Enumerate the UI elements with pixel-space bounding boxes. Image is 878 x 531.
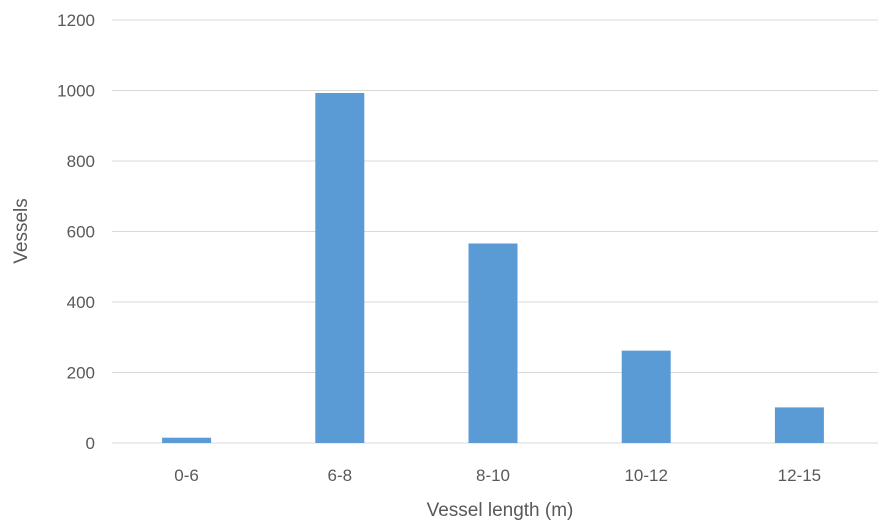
y-tick-label: 400 [67, 293, 95, 312]
bar-6-8 [315, 92, 365, 443]
x-tick-label: 8-10 [476, 466, 510, 485]
x-tick-label: 12-15 [778, 466, 821, 485]
x-axis-title: Vessel length (m) [427, 500, 574, 521]
y-axis-title: Vessels [11, 198, 32, 263]
x-tick-label: 6-8 [328, 466, 353, 485]
y-tick-label: 200 [67, 364, 95, 383]
bar-8-10 [468, 243, 518, 443]
y-tick-label: 800 [67, 152, 95, 171]
y-tick-label: 1200 [57, 11, 95, 30]
bar-12-15 [774, 407, 824, 443]
bars [162, 92, 824, 443]
bar-10-12 [621, 350, 671, 443]
y-tick-labels: 0 200 400 600 800 1000 1200 [57, 11, 95, 453]
bar-0-6 [162, 437, 212, 443]
x-tick-label: 10-12 [624, 466, 667, 485]
x-tick-labels: 0-6 6-8 8-10 10-12 12-15 [174, 466, 821, 485]
x-tick-label: 0-6 [174, 466, 199, 485]
y-tick-label: 0 [86, 434, 95, 453]
y-tick-label: 1000 [57, 82, 95, 101]
y-tick-label: 600 [67, 223, 95, 242]
